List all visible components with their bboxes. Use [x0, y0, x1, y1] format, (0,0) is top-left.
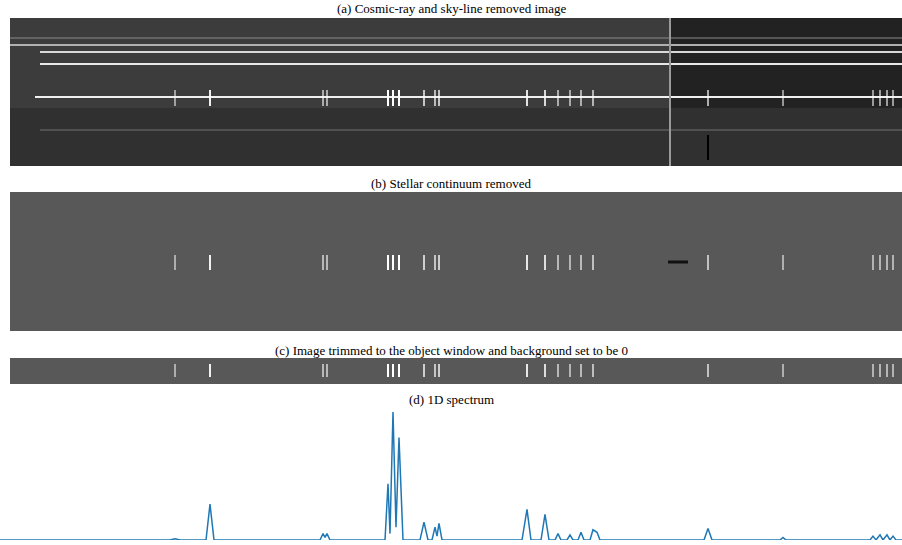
svg-text:(d) 1D spectrum: (d) 1D spectrum: [409, 392, 494, 407]
svg-text:(b) Stellar continuum removed: (b) Stellar continuum removed: [371, 176, 531, 191]
svg-text:(c) Image trimmed to the objec: (c) Image trimmed to the object window a…: [275, 343, 628, 358]
svg-text:(a) Cosmic-ray and sky-line re: (a) Cosmic-ray and sky-line removed imag…: [337, 1, 566, 16]
